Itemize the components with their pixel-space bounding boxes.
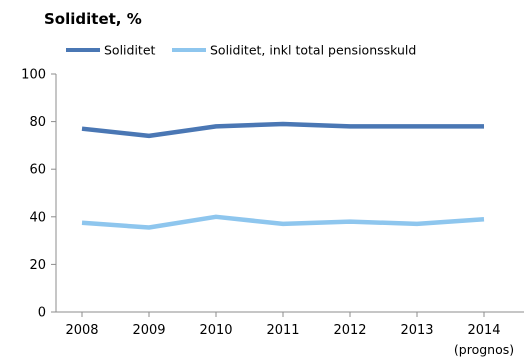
y-tick-label: 60 bbox=[29, 163, 46, 178]
x-tick-label: 2009 bbox=[132, 323, 165, 338]
plot-area bbox=[81, 121, 485, 230]
x-tick-label: 2013 bbox=[400, 323, 433, 338]
x-tick-label: 2010 bbox=[199, 323, 232, 338]
x-axis: 2008 2009 2010 2011 2012 2013 2014 (prognos) bbox=[65, 312, 514, 357]
x-tick-label: 2014 bbox=[467, 323, 500, 338]
y-tick-label: 100 bbox=[21, 68, 46, 83]
y-tick-label: 40 bbox=[29, 210, 46, 225]
chart-title: Soliditet, % bbox=[44, 10, 142, 28]
series-line-1 bbox=[81, 214, 485, 230]
x-tick-label: 2008 bbox=[65, 323, 98, 338]
legend-label-soliditet-inkl-pension: Soliditet, inkl total pensionsskuld bbox=[210, 43, 416, 58]
y-tick-label: 80 bbox=[29, 115, 46, 130]
y-axis: 0 20 40 60 80 100 bbox=[21, 68, 56, 321]
legend-label-soliditet: Soliditet bbox=[104, 43, 156, 58]
y-tick-label: 0 bbox=[38, 306, 46, 321]
y-tick-label: 20 bbox=[29, 258, 46, 273]
legend: Soliditet Soliditet, inkl total pensions… bbox=[66, 43, 416, 58]
series-line-0 bbox=[81, 121, 484, 139]
x-tick-note-prognos: (prognos) bbox=[454, 342, 514, 357]
x-tick-label: 2012 bbox=[333, 323, 366, 338]
x-tick-label: 2011 bbox=[266, 323, 299, 338]
